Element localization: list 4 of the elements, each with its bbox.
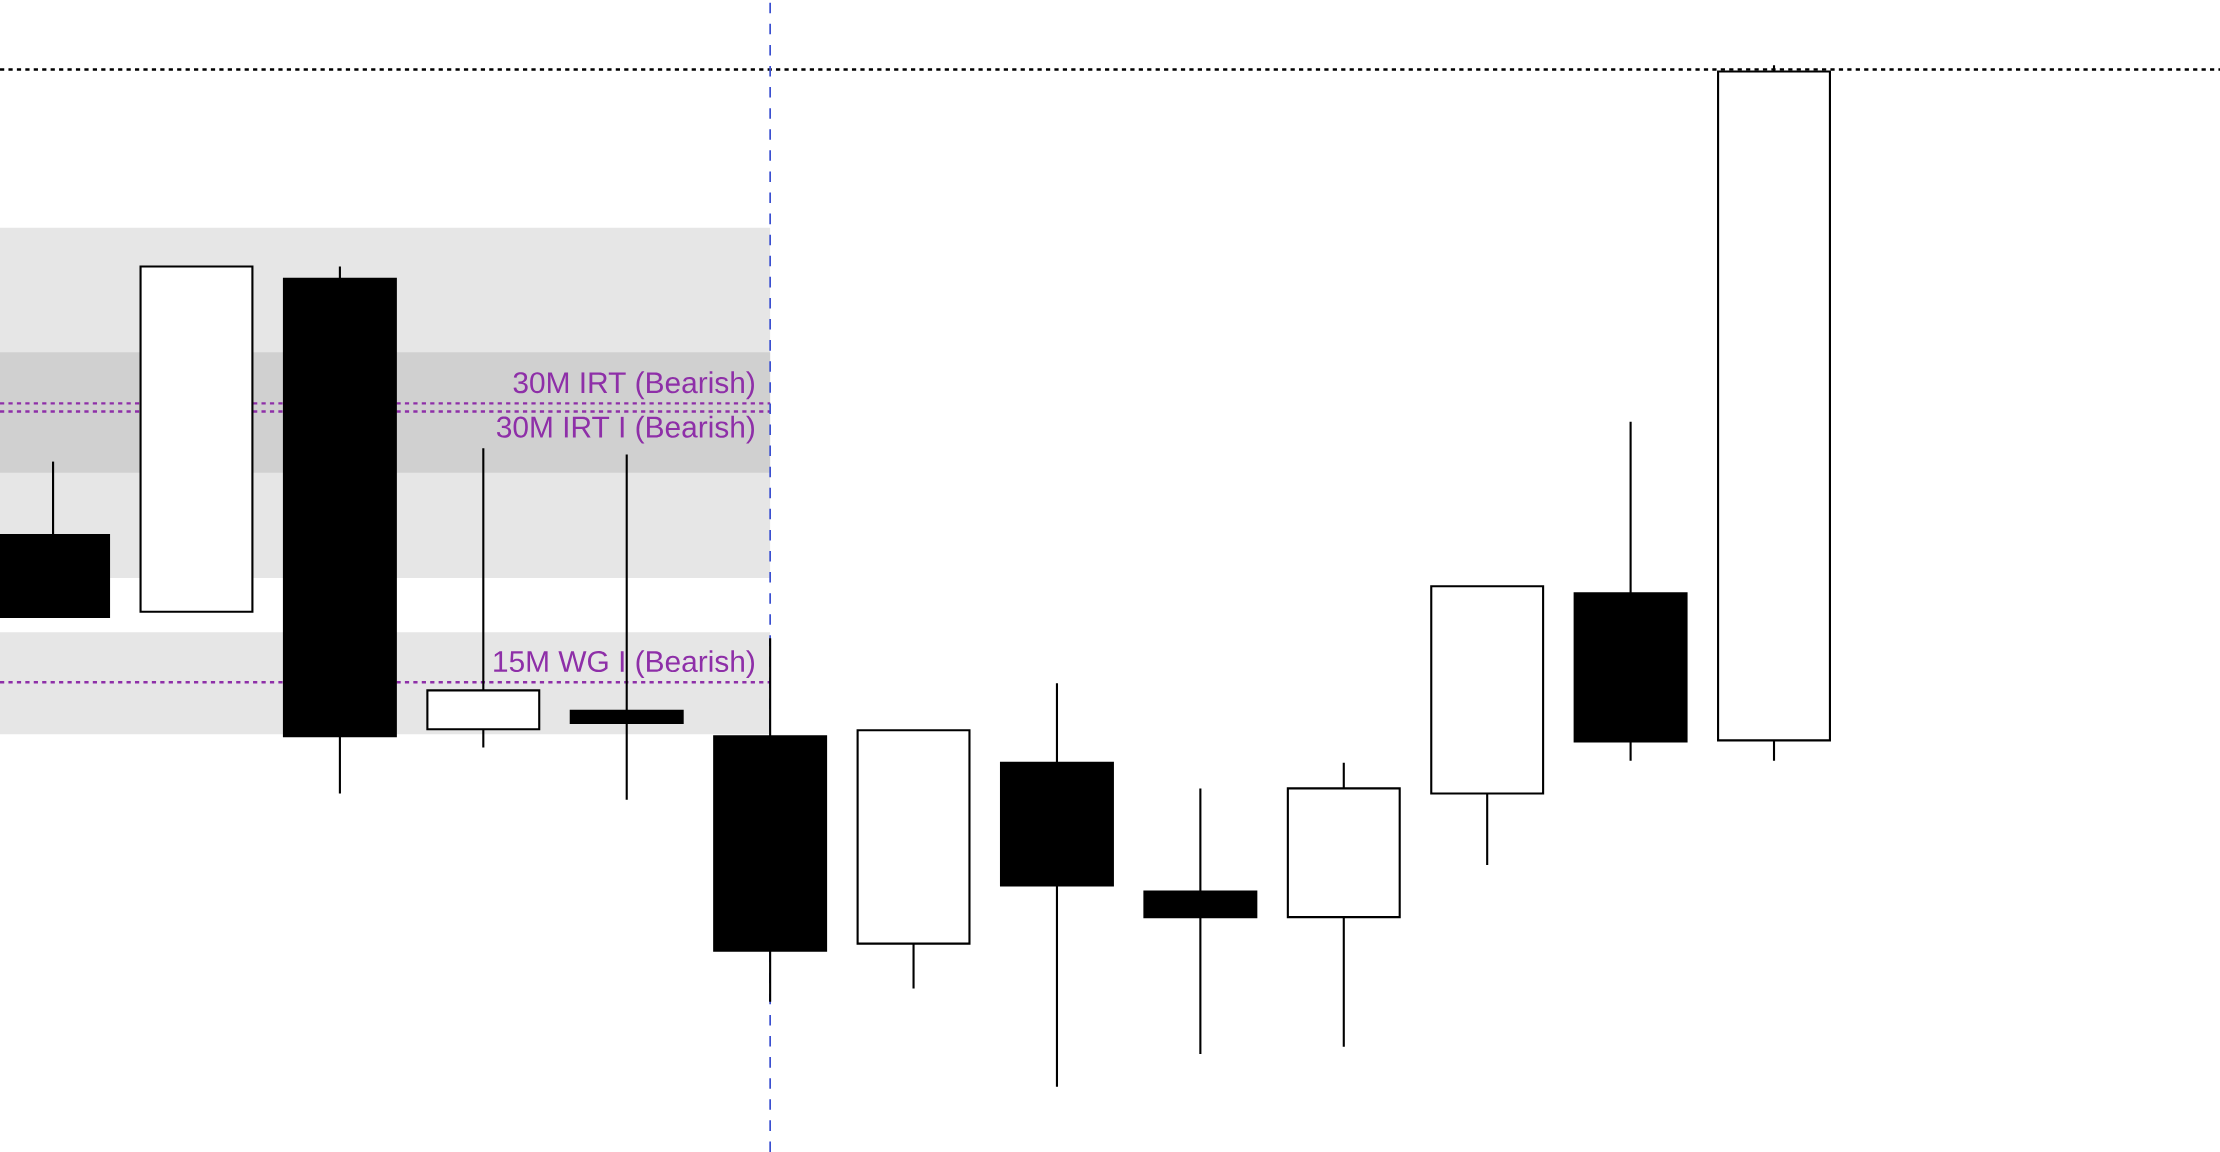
ref-line-label: 30M IRT (Bearish) <box>513 371 754 400</box>
ref-line-label: 30M IRT I (Bearish) <box>496 415 754 444</box>
ref-line-label: 15M WG I (Bearish) <box>494 650 754 678</box>
candlestick <box>1143 787 1258 1055</box>
